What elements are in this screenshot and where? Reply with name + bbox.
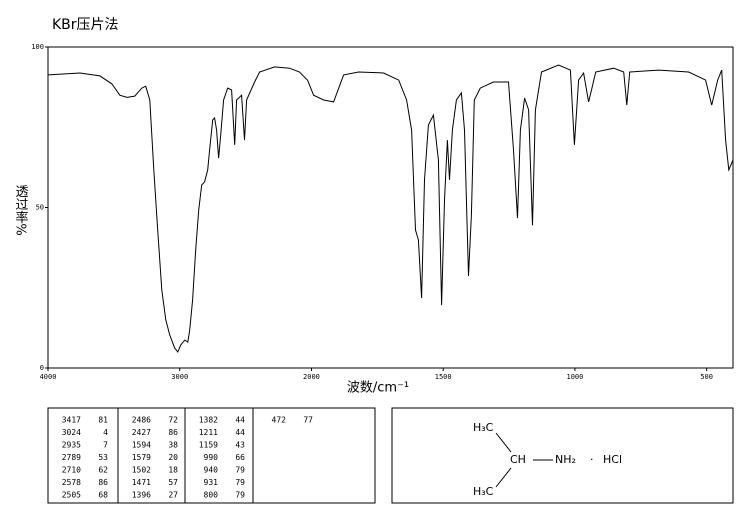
peak-wavenumber: 2789: [62, 453, 81, 462]
peak-wavenumber: 2935: [62, 441, 81, 450]
peak-wavenumber: 1594: [132, 441, 151, 450]
peak-transmittance: 43: [235, 441, 245, 450]
peak-transmittance: 4: [103, 428, 108, 437]
x-tick-label: 2000: [303, 373, 320, 381]
peak-wavenumber: 940: [204, 466, 219, 475]
peak-transmittance: 44: [235, 428, 245, 437]
x-tick-label: 1500: [435, 373, 452, 381]
x-tick-label: 500: [700, 373, 713, 381]
structure-label: ·: [590, 453, 594, 466]
x-tick-label: 3000: [171, 373, 188, 381]
peak-wavenumber: 2427: [132, 428, 151, 437]
peak-transmittance: 57: [168, 478, 178, 487]
peak-transmittance: 27: [168, 491, 178, 500]
peak-wavenumber: 931: [204, 478, 219, 487]
peak-wavenumber: 3024: [62, 428, 81, 437]
y-tick-label: 0: [40, 364, 44, 372]
bond: [495, 432, 512, 453]
peak-transmittance: 79: [235, 491, 245, 500]
peak-transmittance: 7: [103, 441, 108, 450]
peak-transmittance: 79: [235, 466, 245, 475]
y-axis-label: 透过率%: [13, 184, 29, 235]
peak-transmittance: 18: [168, 466, 178, 475]
x-tick-label: 1000: [566, 373, 583, 381]
structure-label: H₃C: [473, 485, 494, 498]
peak-transmittance: 62: [98, 466, 108, 475]
chart-title: KBr压片法: [52, 17, 119, 33]
peak-wavenumber: 990: [204, 453, 219, 462]
peak-wavenumber: 1159: [199, 441, 218, 450]
peak-transmittance: 53: [98, 453, 108, 462]
peak-wavenumber: 1502: [132, 466, 151, 475]
y-tick-label: 100: [31, 43, 44, 51]
structure-label: CH: [510, 453, 526, 466]
peak-transmittance: 81: [98, 416, 108, 425]
x-axis-label: 波数/cm⁻¹: [347, 381, 409, 396]
peak-wavenumber: 2505: [62, 491, 81, 500]
peak-wavenumber: 1579: [132, 453, 151, 462]
peak-wavenumber: 2710: [62, 466, 81, 475]
y-tick-label: 50: [36, 204, 44, 212]
peak-transmittance: 86: [98, 478, 108, 487]
bond: [495, 467, 512, 488]
structure-label: HCl: [603, 453, 622, 466]
plot-frame: [47, 46, 734, 369]
peak-transmittance: 44: [235, 416, 245, 425]
peak-transmittance: 66: [235, 453, 245, 462]
peak-wavenumber: 1396: [132, 491, 151, 500]
peak-wavenumber: 1471: [132, 478, 151, 487]
peak-transmittance: 72: [168, 416, 178, 425]
peak-transmittance: 20: [168, 453, 178, 462]
peak-wavenumber: 3417: [62, 416, 81, 425]
peak-transmittance: 77: [303, 416, 313, 425]
peak-wavenumber: 472: [272, 416, 287, 425]
peak-wavenumber: 800: [204, 491, 219, 500]
spectrum-line: [47, 64, 734, 353]
peak-transmittance: 86: [168, 428, 178, 437]
peak-transmittance: 79: [235, 478, 245, 487]
peak-wavenumber: 1211: [199, 428, 218, 437]
structure-label: H₃C: [473, 421, 494, 434]
x-tick-label: 4000: [40, 373, 57, 381]
peak-wavenumber: 2486: [132, 416, 151, 425]
peak-transmittance: 38: [168, 441, 178, 450]
structure-label: NH₂: [555, 453, 576, 466]
peak-transmittance: 68: [98, 491, 108, 500]
peak-wavenumber: 2578: [62, 478, 81, 487]
structure-frame: [391, 407, 734, 504]
peak-wavenumber: 1382: [199, 416, 218, 425]
peak-table-frame: [47, 407, 376, 504]
